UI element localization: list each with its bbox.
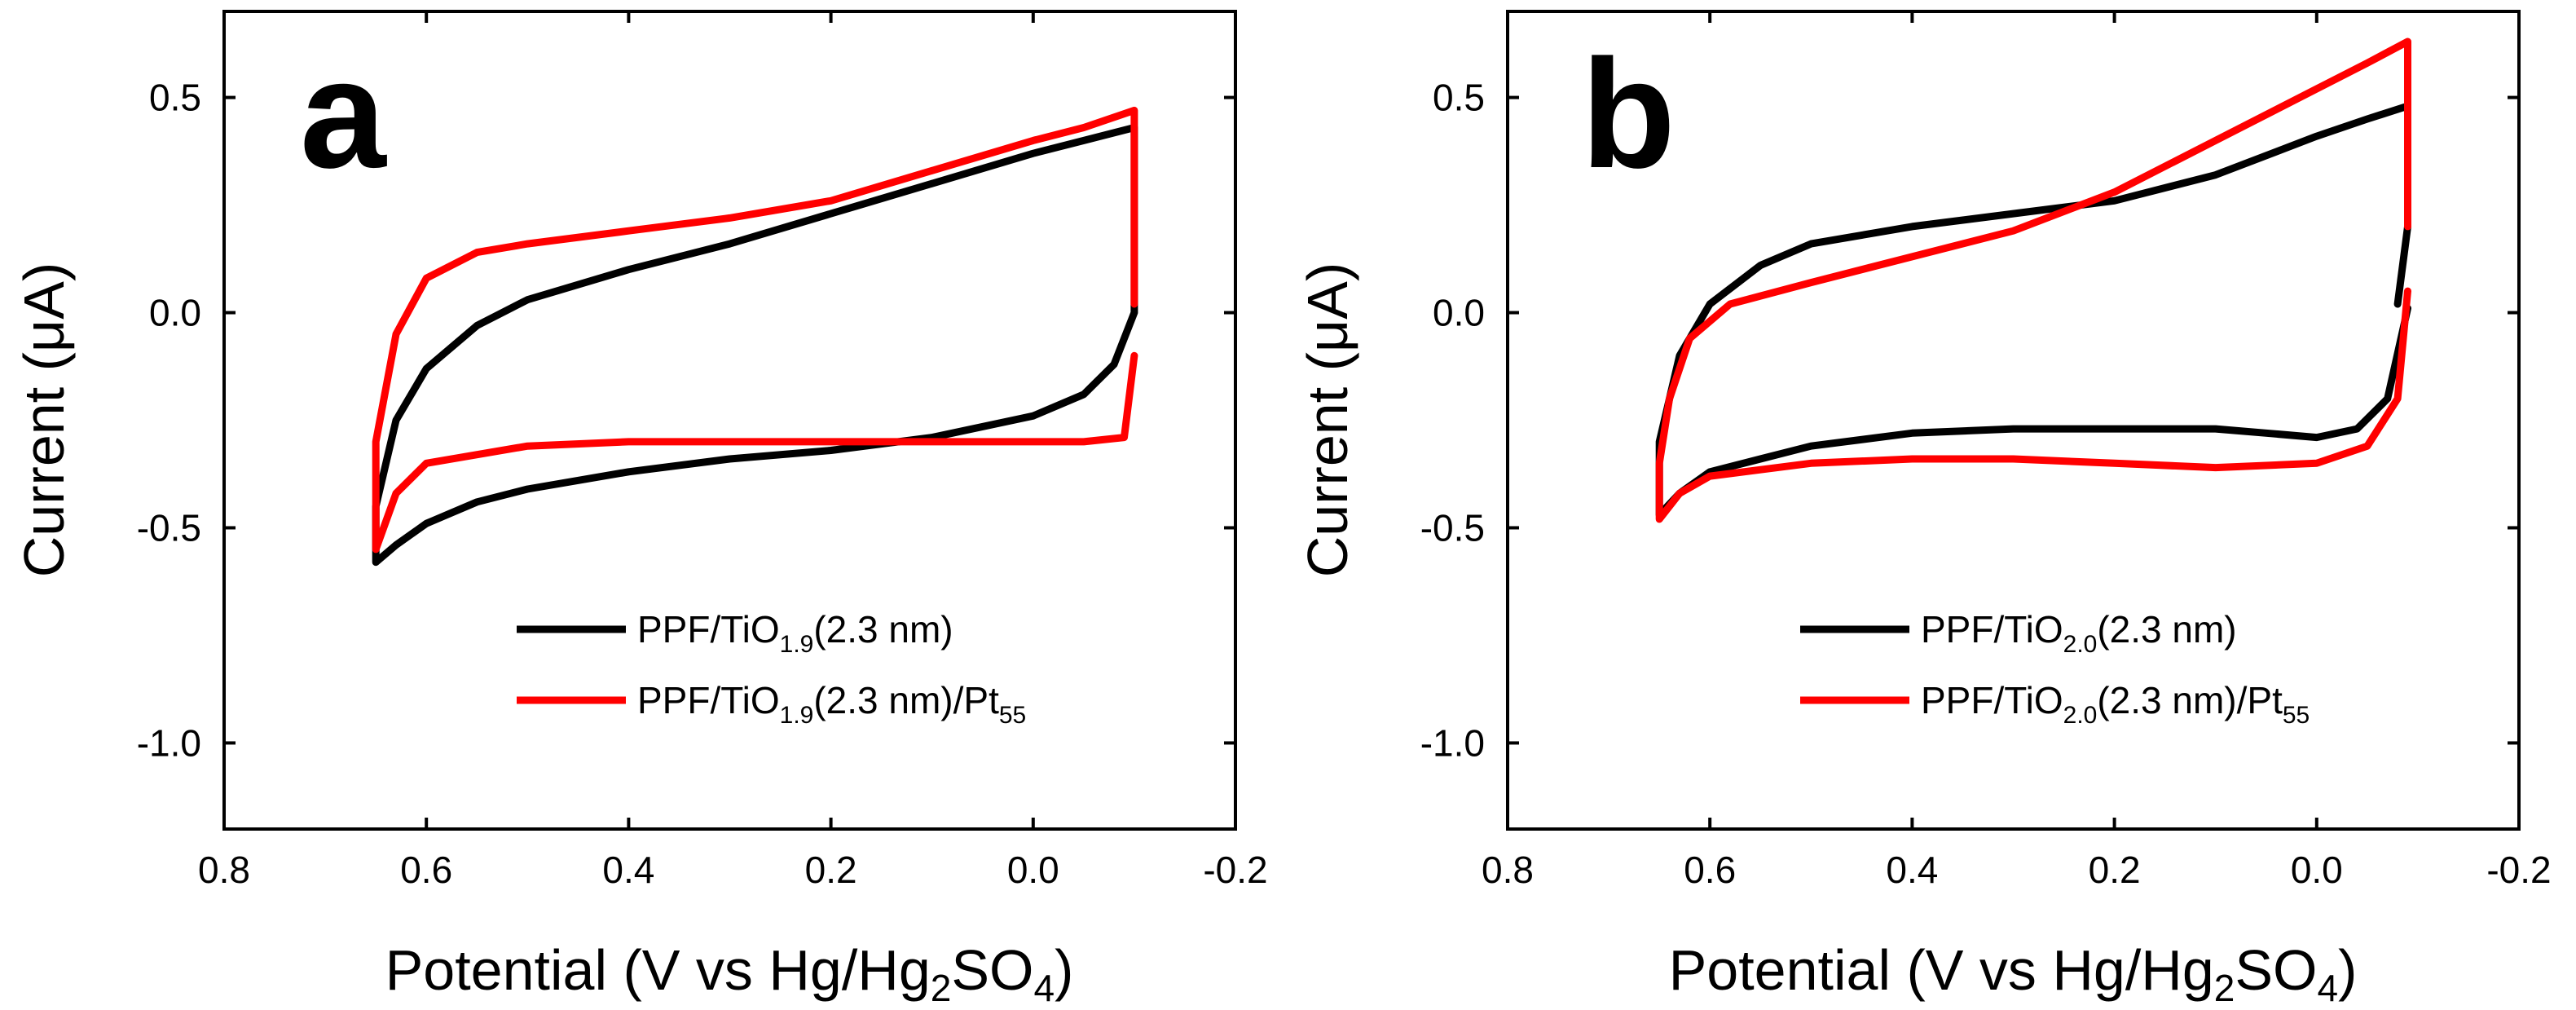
x-tick-label: 0.6 xyxy=(400,849,452,891)
panel-letter: b xyxy=(1581,28,1676,201)
x-ticks: 0.8 0.6 0.4 0.2 0.0 -0.2 xyxy=(1482,11,2552,891)
series-line-1 xyxy=(372,106,1138,554)
x-tick-label: -0.2 xyxy=(1203,849,1267,891)
x-tick-label: 0.2 xyxy=(2089,849,2141,891)
panel-b: 0.5 0.0 -0.5 -1.0 0.8 0.6 0.4 0.2 0.0 -0.2 b PPF… xyxy=(1296,10,2552,1009)
y-tick-label: 0.5 xyxy=(1433,77,1485,119)
y-ticks: 0.5 0.0 -0.5 -1.0 xyxy=(1420,77,2519,764)
legend: PPF/TiO1.9(2.3 nm) PPF/TiO1.9(2.3 nm)/Pt… xyxy=(517,608,1026,729)
y-axis-title: Current (μA) xyxy=(12,262,76,578)
legend-label-1: PPF/TiO1.9(2.3 nm)/Pt55 xyxy=(637,679,1026,729)
x-tick-label: 0.8 xyxy=(198,849,250,891)
y-tick-label: 0.0 xyxy=(149,292,201,334)
series-line-0 xyxy=(1655,102,2411,519)
y-ticks: 0.5 0.0 -0.5 -1.0 xyxy=(137,77,1235,764)
y-tick-label: -1.0 xyxy=(1420,721,1485,764)
x-tick-label: 0.2 xyxy=(805,849,857,891)
x-axis-title: Potential (V vs Hg/Hg2SO4) xyxy=(385,938,1074,1009)
series-line-0 xyxy=(372,124,1138,567)
x-tick-label: 0.8 xyxy=(1482,849,1534,891)
legend: PPF/TiO2.0(2.3 nm) PPF/TiO2.0(2.3 nm)/Pt… xyxy=(1800,608,2310,729)
curves xyxy=(1655,37,2411,523)
legend-label-0: PPF/TiO2.0(2.3 nm) xyxy=(1921,608,2237,658)
y-tick-label: -1.0 xyxy=(137,721,201,764)
x-tick-label: 0.6 xyxy=(1684,849,1736,891)
series-line-1 xyxy=(1655,37,2411,523)
x-tick-label: -0.2 xyxy=(2486,849,2551,891)
legend-label-0: PPF/TiO1.9(2.3 nm) xyxy=(637,608,953,658)
y-axis-title: Current (μA) xyxy=(1296,262,1359,578)
plot-frame xyxy=(222,10,1237,831)
x-ticks: 0.8 0.6 0.4 0.2 0.0 -0.2 xyxy=(198,11,1268,891)
plot-frame xyxy=(1506,10,2521,831)
panel-letter: a xyxy=(300,28,387,201)
x-tick-label: 0.0 xyxy=(1007,849,1059,891)
y-tick-label: 0.5 xyxy=(149,77,201,119)
x-tick-label: 0.0 xyxy=(2291,849,2343,891)
y-tick-label: -0.5 xyxy=(1420,506,1485,549)
legend-label-1: PPF/TiO2.0(2.3 nm)/Pt55 xyxy=(1921,679,2310,729)
x-tick-label: 0.4 xyxy=(602,849,654,891)
panel-a: 0.5 0.0 -0.5 -1.0 0.8 0.6 0.4 0.2 0.0 -0.2 a PPF… xyxy=(12,10,1268,1009)
x-tick-label: 0.4 xyxy=(1886,849,1938,891)
y-tick-label: 0.0 xyxy=(1433,292,1485,334)
curves xyxy=(372,106,1138,567)
y-tick-label: -0.5 xyxy=(137,506,201,549)
x-axis-title: Potential (V vs Hg/Hg2SO4) xyxy=(1669,938,2358,1009)
